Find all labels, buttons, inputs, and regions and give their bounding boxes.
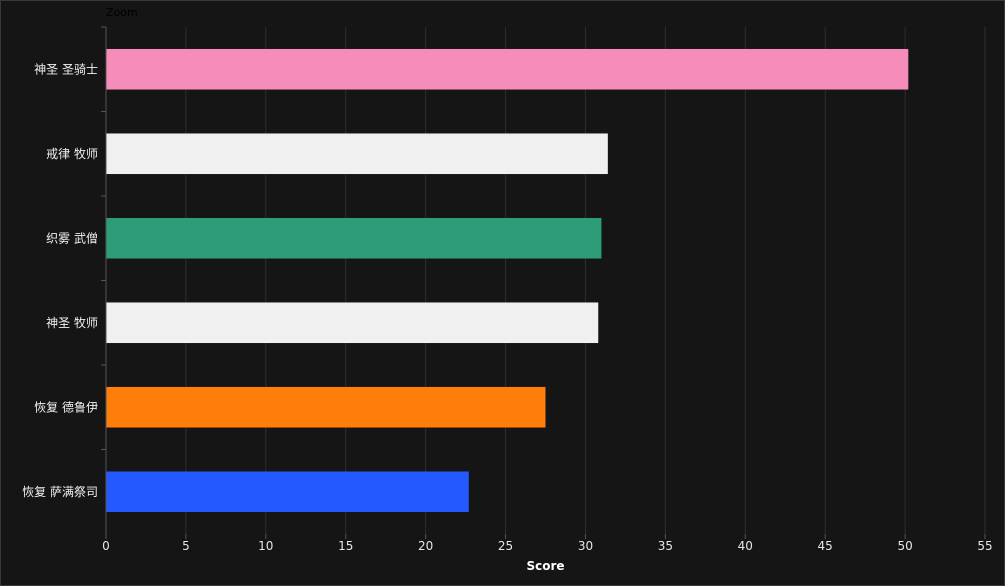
x-axis-title: Score	[526, 559, 564, 573]
bars	[106, 48, 909, 513]
category-label: 织雾 武僧	[46, 231, 98, 245]
category-label: 恢复 萨满祭司	[22, 485, 98, 499]
bar[interactable]	[106, 48, 909, 90]
x-tick-label: 50	[897, 539, 912, 553]
bar[interactable]	[106, 386, 546, 428]
category-label: 恢复 德鲁伊	[34, 399, 98, 414]
x-tick-label: 10	[258, 539, 273, 553]
x-tick-label: 45	[818, 539, 833, 553]
zoom-label[interactable]: Zoom	[106, 6, 138, 19]
x-tick-label: 35	[658, 539, 673, 553]
bar[interactable]	[106, 302, 599, 344]
x-tick-label: 5	[182, 539, 190, 553]
category-label: 神圣 牧师	[46, 316, 98, 330]
x-tick-label: 55	[977, 539, 992, 553]
x-tick-labels: 0 5 10 15 20 25 30 35 40 45 50 55	[102, 539, 992, 553]
x-tick-label: 40	[738, 539, 753, 553]
bar[interactable]	[106, 471, 469, 513]
category-label: 戒律 牧师	[46, 147, 98, 161]
x-tick-label: 20	[418, 539, 433, 553]
bar[interactable]	[106, 133, 608, 175]
category-label: 神圣 圣骑士	[34, 62, 98, 76]
x-tick-label: 0	[102, 539, 110, 553]
x-tick-label: 15	[338, 539, 353, 553]
x-tick-label: 25	[498, 539, 513, 553]
grid-lines	[101, 26, 986, 539]
x-tick-label: 30	[578, 539, 593, 553]
bar[interactable]	[106, 217, 602, 259]
